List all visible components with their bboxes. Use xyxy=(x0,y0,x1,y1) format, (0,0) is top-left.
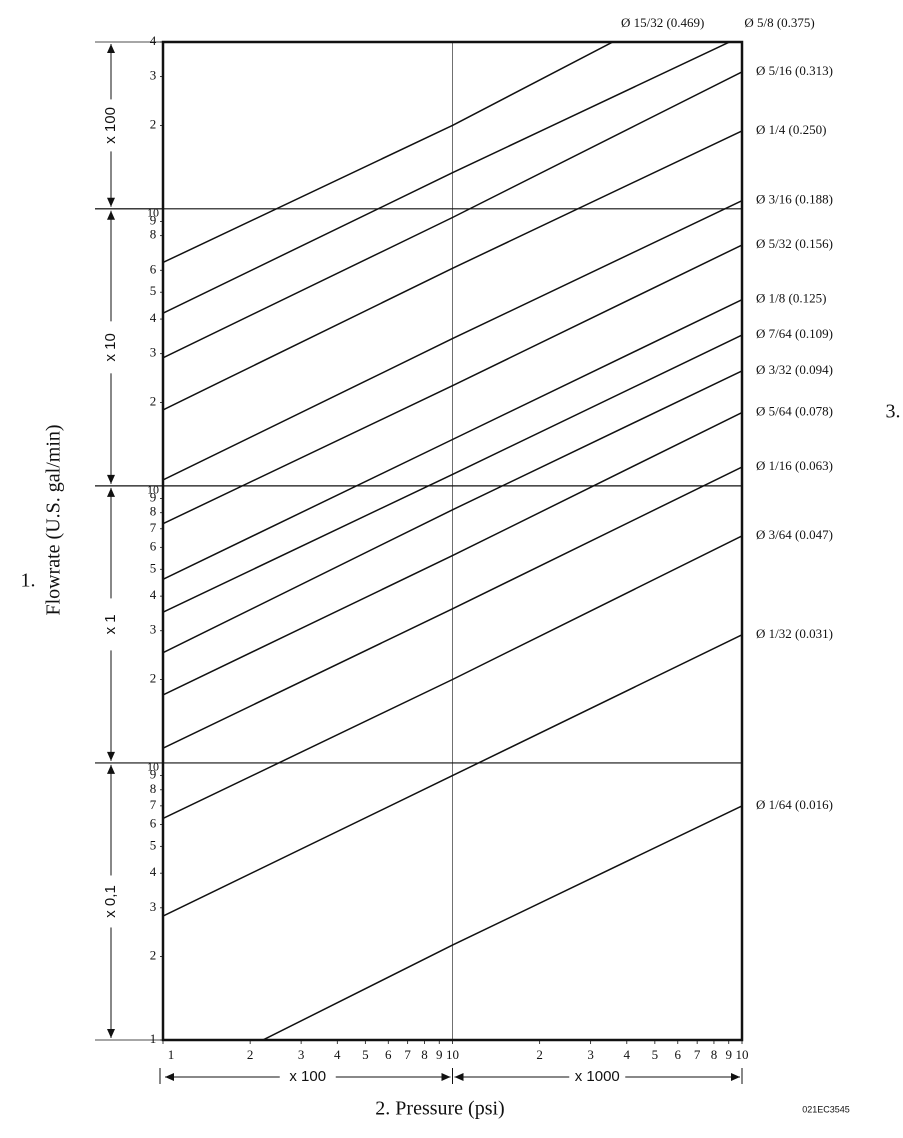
y-tick-label: 4 xyxy=(150,33,157,48)
x-tick-label: 3 xyxy=(587,1047,594,1062)
label-bg xyxy=(102,321,120,374)
x-tick-label: 8 xyxy=(421,1047,428,1062)
y-tick-label: 3 xyxy=(150,345,157,360)
lines xyxy=(163,42,742,1040)
x-tick-label: 10 xyxy=(446,1047,459,1062)
series-label: Ø 1/8 (0.125) xyxy=(756,291,826,306)
series-label: Ø 5/64 (0.078) xyxy=(756,403,833,418)
y-tick-label: 2 xyxy=(150,393,157,408)
plot-frame xyxy=(161,40,744,1042)
x-tick-label: 4 xyxy=(624,1047,631,1062)
x-tick-label: 4 xyxy=(334,1047,341,1062)
annotation: 3. xyxy=(886,401,901,423)
y-tick-label: 9 xyxy=(150,767,157,782)
y-tick-label: 6 xyxy=(150,815,157,830)
y-tick-label: 3 xyxy=(150,68,157,83)
flow-line xyxy=(163,370,742,654)
y-tick-label: 3 xyxy=(150,899,157,914)
x-tick-label: 8 xyxy=(711,1047,718,1062)
annotation: 1. xyxy=(21,570,36,592)
series-label: Ø 7/64 (0.109) xyxy=(756,326,833,341)
series-label: Ø 5/16 (0.313) xyxy=(756,63,833,78)
series-label: Ø 1/64 (0.016) xyxy=(756,797,833,812)
y-tick-label: 7 xyxy=(150,797,157,812)
x-tick-label: 6 xyxy=(675,1047,682,1062)
flow-line xyxy=(163,411,742,696)
x-tick-label: 2 xyxy=(247,1047,254,1062)
y-tick-label: 6 xyxy=(150,538,157,553)
y-tick-label: 10 xyxy=(147,760,159,774)
flow-line xyxy=(163,334,742,613)
y-tick-label: 4 xyxy=(150,587,157,602)
y-tick-label: 4 xyxy=(150,310,157,325)
flow-line xyxy=(163,130,742,411)
x-tick-label: 2 xyxy=(536,1047,543,1062)
section-label: x 1000 xyxy=(575,1068,620,1085)
label-bg xyxy=(102,875,120,928)
series-label: Ø 3/32 (0.094) xyxy=(756,362,833,377)
y-tick-label: 2 xyxy=(150,116,157,131)
series-label: Ø 5/8 (0.375) xyxy=(744,15,814,30)
y-tick-label: 10 xyxy=(147,206,159,220)
label-bg xyxy=(102,99,120,152)
y-tick-label: 5 xyxy=(150,283,157,298)
series-label: Ø 15/32 (0.469) xyxy=(621,15,704,30)
y-tick-label: 5 xyxy=(150,837,157,852)
x-tick-label: 5 xyxy=(652,1047,659,1062)
section-label: x 100 xyxy=(289,1068,326,1085)
flow-line xyxy=(261,805,742,1040)
y-tick-label: 5 xyxy=(150,560,157,575)
y-tick-label: 8 xyxy=(150,227,157,242)
y-tick-label: 2 xyxy=(150,671,157,686)
section-label: x 1 xyxy=(102,614,119,634)
x-tick-label: 1 xyxy=(168,1047,175,1062)
series-label: Ø 1/16 (0.063) xyxy=(756,458,833,473)
y-tick-label: 3 xyxy=(150,622,157,637)
y-axis-title: Flowrate (U.S. gal/min) xyxy=(43,424,65,615)
label-bg xyxy=(102,598,120,651)
flow-line xyxy=(163,42,732,314)
flow-line xyxy=(163,299,742,580)
x-tick-label: 9 xyxy=(726,1047,733,1062)
flow-line xyxy=(163,535,742,820)
section-label: x 10 xyxy=(102,333,119,361)
x-tick-label: 6 xyxy=(385,1047,392,1062)
flow-line xyxy=(163,466,742,749)
series-label: Ø 1/32 (0.031) xyxy=(756,626,833,641)
flow-line xyxy=(163,71,742,359)
y-tick-label: 9 xyxy=(150,490,157,505)
y-tick-label: 8 xyxy=(150,504,157,519)
label-bg xyxy=(279,1068,336,1086)
series-label: Ø 3/64 (0.047) xyxy=(756,527,833,542)
y-tick-label: 1 xyxy=(150,1031,157,1046)
flow-line xyxy=(163,42,615,264)
series-label: Ø 5/32 (0.156) xyxy=(756,236,833,251)
x-tick-label: 7 xyxy=(404,1047,411,1062)
x-tick-label: 7 xyxy=(694,1047,701,1062)
label-bg xyxy=(569,1068,626,1086)
y-tick-label: 7 xyxy=(150,520,157,535)
x-tick-label: 3 xyxy=(298,1047,305,1062)
section-label: x 0,1 xyxy=(102,885,119,918)
flow-line xyxy=(163,244,742,525)
y-tick-label: 10 xyxy=(147,483,159,497)
section-label: x 100 xyxy=(102,107,119,144)
x-tick-label: 10 xyxy=(736,1047,749,1062)
series-label: Ø 3/16 (0.188) xyxy=(756,192,833,207)
y-tick-label: 6 xyxy=(150,261,157,276)
y-tick-label: 4 xyxy=(150,864,157,879)
x-axis-title: 2. Pressure (psi) xyxy=(375,1098,504,1120)
flow-line xyxy=(163,200,742,481)
y-tick-label: 8 xyxy=(150,781,157,796)
flow-line xyxy=(163,634,742,917)
annotation: 021EC3545 xyxy=(802,1104,850,1114)
series-label: Ø 1/4 (0.250) xyxy=(756,122,826,137)
y-tick-label: 9 xyxy=(150,212,157,227)
x-tick-label: 5 xyxy=(362,1047,369,1062)
x-tick-label: 9 xyxy=(436,1047,443,1062)
y-tick-label: 2 xyxy=(150,948,157,963)
